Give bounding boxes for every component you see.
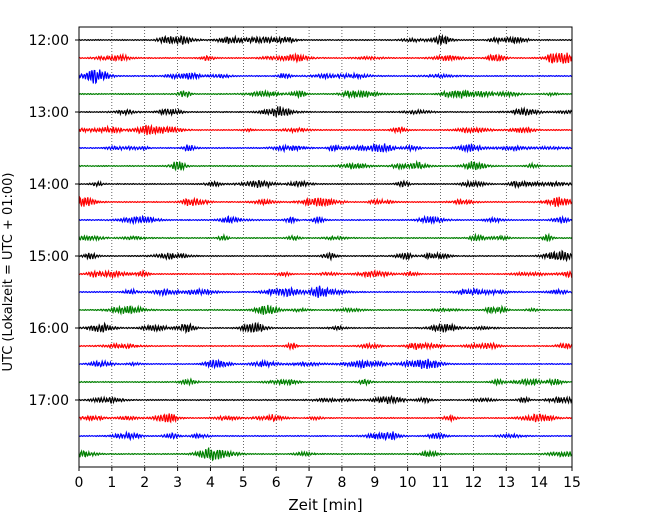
trace-line bbox=[78, 52, 573, 64]
x-tick-label: 7 bbox=[305, 475, 314, 491]
trace-line bbox=[78, 285, 573, 298]
x-tick-label: 6 bbox=[272, 475, 281, 491]
x-axis-label: Zeit [min] bbox=[288, 496, 362, 514]
x-tick-label: 10 bbox=[399, 475, 417, 491]
x-tick-label: 4 bbox=[206, 475, 215, 491]
x-tick-label: 15 bbox=[563, 475, 581, 491]
seismic-traces bbox=[78, 33, 573, 462]
y-tick-label: 16:00 bbox=[29, 321, 69, 337]
trace-line bbox=[78, 341, 573, 352]
y-axis-ticks: 12:00 13:00 14:00 15:00 16:00 17:00 bbox=[29, 33, 79, 409]
plot-frame bbox=[78, 26, 573, 468]
trace-line bbox=[78, 88, 573, 100]
x-tick-label: 14 bbox=[530, 475, 548, 491]
x-tick-label: 8 bbox=[337, 475, 346, 491]
trace-line bbox=[78, 447, 573, 462]
trace-line bbox=[78, 195, 573, 208]
y-axis-label: UTC (Lokalzeit = UTC + 01:00) bbox=[1, 173, 16, 372]
trace-line bbox=[78, 232, 573, 243]
x-tick-label: 3 bbox=[173, 475, 182, 491]
trace-line bbox=[78, 321, 573, 335]
x-tick-label: 11 bbox=[432, 475, 450, 491]
trace-line bbox=[78, 106, 573, 118]
trace-line bbox=[78, 249, 573, 263]
trace-line bbox=[78, 69, 573, 85]
x-tick-label: 2 bbox=[140, 475, 149, 491]
trace-line bbox=[78, 178, 573, 190]
x-tick-label: 13 bbox=[497, 475, 515, 491]
x-tick-label: 5 bbox=[239, 475, 248, 491]
trace-line bbox=[78, 269, 573, 280]
x-axis-ticks: 0 1 2 3 4 5 6 7 8 9 10 11 12 13 14 15 bbox=[75, 467, 581, 491]
trace-line bbox=[78, 123, 573, 136]
trace-line bbox=[78, 430, 573, 442]
trace-line bbox=[78, 304, 573, 316]
trace-line bbox=[78, 142, 573, 154]
y-tick-label: 13:00 bbox=[29, 105, 69, 121]
x-tick-label: 12 bbox=[464, 475, 482, 491]
trace-line bbox=[78, 413, 573, 424]
x-tick-label: 0 bbox=[75, 475, 84, 491]
trace-line bbox=[78, 394, 573, 405]
trace-line bbox=[78, 377, 573, 387]
y-tick-label: 15:00 bbox=[29, 249, 69, 265]
trace-line bbox=[78, 159, 573, 172]
trace-line bbox=[78, 358, 573, 370]
trace-line bbox=[78, 33, 573, 46]
trace-line bbox=[78, 214, 573, 226]
x-tick-label: 9 bbox=[370, 475, 379, 491]
y-tick-label: 12:00 bbox=[29, 33, 69, 49]
y-tick-label: 14:00 bbox=[29, 177, 69, 193]
y-tick-label: 17:00 bbox=[29, 393, 69, 409]
x-grid bbox=[111, 27, 540, 467]
x-tick-label: 1 bbox=[107, 475, 116, 491]
